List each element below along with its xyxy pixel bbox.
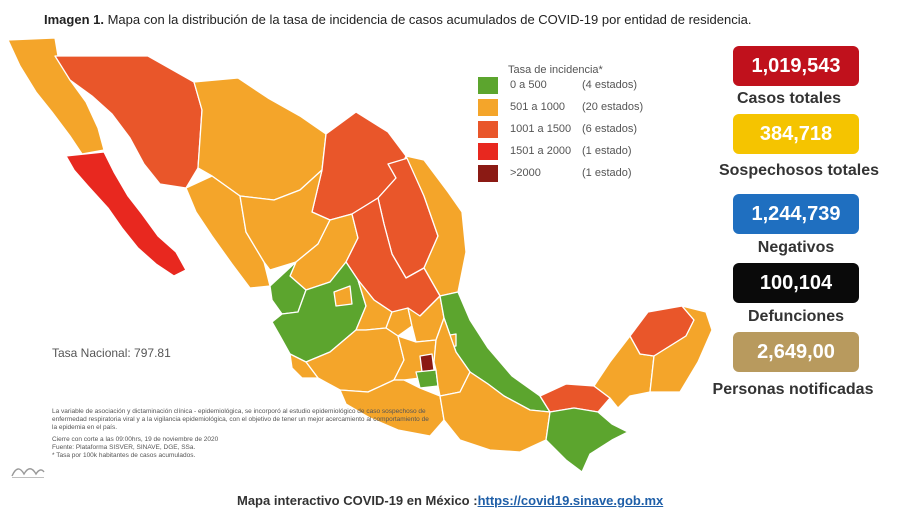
- state-chiapas: [545, 407, 629, 473]
- legend-count: (20 estados): [582, 101, 644, 113]
- stat-value-negatives: 1,244,739: [733, 194, 859, 234]
- stat-value-deaths: 100,104: [733, 263, 859, 303]
- legend-range: 1001 a 1500: [510, 123, 572, 135]
- stat-label-negatives: Negativos: [757, 239, 835, 256]
- legend-swatch: [478, 99, 498, 116]
- national-rate: Tasa Nacional: 797.81: [52, 346, 171, 360]
- stat-value-suspected: 384,718: [733, 114, 859, 154]
- mexico-incidence-map: [7, 37, 713, 473]
- state-colima: [289, 353, 319, 379]
- map-legend: Tasa de incidencia* 0 a 500 (4 estados) …: [478, 64, 658, 194]
- legend-range: 0 a 500: [510, 79, 547, 91]
- agency-logo-icon: [11, 468, 45, 478]
- figure-title-text: Mapa con la distribución de la tasa de i…: [103, 12, 752, 27]
- stat-value-notified: 2,649,00: [733, 332, 859, 372]
- state-queretaro: [385, 307, 413, 337]
- note-methodology: La variable de asociación y dictaminació…: [52, 408, 429, 432]
- footer: Mapa interactivo COVID-19 en México :htt…: [237, 493, 663, 508]
- state-quintana-roo: [649, 305, 713, 393]
- legend-swatch: [478, 165, 498, 182]
- figure-title-bold: Imagen 1.: [44, 12, 104, 27]
- legend-swatch: [478, 143, 498, 160]
- legend-count: (1 estado): [582, 145, 632, 157]
- legend-range: 501 a 1000: [510, 101, 566, 113]
- legend-count: (6 estados): [582, 123, 638, 135]
- figure-title: Imagen 1. Mapa con la distribución de la…: [44, 12, 751, 27]
- stat-label-deaths: Defunciones: [747, 308, 844, 325]
- note-cutoff: Cierre con corte a las 09:00hrs, 19 de n…: [52, 435, 219, 443]
- note-source: Fuente: Plataforma SISVER, SINAVE, DGE, …: [52, 443, 196, 451]
- footer-text: Mapa interactivo COVID-19 en México :: [237, 493, 478, 508]
- state-aguascalientes: [333, 285, 353, 307]
- legend-swatch: [478, 77, 498, 94]
- state-baja-california-sur: [65, 151, 187, 277]
- stat-label-total-cases: Casos totales: [736, 90, 842, 107]
- legend-title: Tasa de incidencia*: [508, 64, 603, 76]
- stat-label-suspected: Sospechosos totales: [718, 162, 880, 179]
- note-rate-definition: * Tasa por 100k habitantes de casos acum…: [52, 452, 196, 460]
- legend-swatch: [478, 121, 498, 138]
- state-morelos: [415, 369, 439, 389]
- state-ciudad-de-mexico: [419, 353, 435, 373]
- legend-count: (1 estado): [582, 167, 632, 179]
- interactive-map-link[interactable]: https://covid19.sinave.gob.mx: [477, 493, 664, 508]
- legend-range: >2000: [510, 167, 541, 179]
- footnotes: La variable de asociación y dictaminació…: [52, 408, 432, 460]
- stat-value-total-cases: 1,019,543: [733, 46, 859, 86]
- legend-count: (4 estados): [582, 79, 638, 91]
- legend-range: 1501 a 2000: [510, 145, 572, 157]
- stat-label-notified: Personas notificadas: [712, 381, 874, 398]
